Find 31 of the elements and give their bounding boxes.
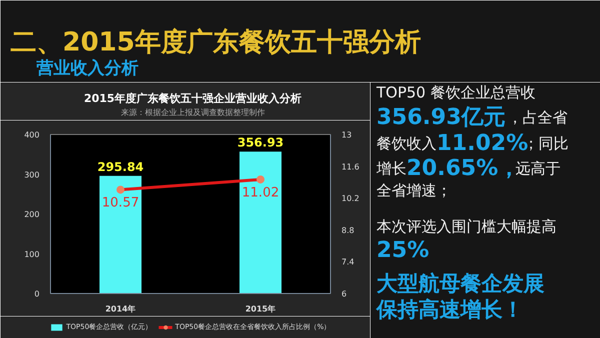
text: 保持高速增长！ <box>376 298 524 322</box>
text: 营业收入分析 <box>36 58 138 78</box>
text: 大型航母餐企发展 <box>376 272 544 296</box>
text: 二、2015年度广东餐饮五十强分析 <box>10 28 421 58</box>
y-tick-label: 200 <box>24 210 40 219</box>
y-tick-label: 300 <box>24 170 40 180</box>
text: 356.93亿元 <box>376 105 506 130</box>
y-tick-label: 400 <box>24 130 40 140</box>
text: 餐饮收入 <box>376 134 436 152</box>
y-tick-label: 0 <box>34 290 40 298</box>
x-tick-label: 2014年 <box>105 304 136 314</box>
y-tick-label: 100 <box>24 250 40 259</box>
y2-tick-label: 8.8 <box>342 226 354 235</box>
text: ，占全省 <box>508 108 568 126</box>
text: 本次评选入围门槛大幅提高 <box>376 218 556 236</box>
data-label: 295.84 <box>97 160 144 174</box>
y2-tick-label: 10.2 <box>342 194 360 204</box>
text: TOP50 餐饮企业总营收 <box>376 84 536 102</box>
text: 增长 <box>376 160 406 178</box>
text: 25% <box>376 238 430 263</box>
chart-subtitle: 来源：根据企业上报及调查数据整理制作 <box>120 108 265 117</box>
data-label: 10.57 <box>102 196 140 211</box>
y2-tick-label: 6 <box>342 290 347 298</box>
x-tick-label: 2015年 <box>245 304 276 314</box>
data-label: 356.93 <box>237 136 284 150</box>
chart-title: 2015年度广东餐饮五十强企业营业收入分析 <box>84 92 302 105</box>
text: 全省增速； <box>376 182 452 200</box>
data-label: 11.02 <box>242 185 280 200</box>
y2-tick-label: 11.6 <box>342 162 360 172</box>
y2-tick-label: 13 <box>342 130 352 140</box>
y2-tick-label: 7.4 <box>342 258 354 267</box>
